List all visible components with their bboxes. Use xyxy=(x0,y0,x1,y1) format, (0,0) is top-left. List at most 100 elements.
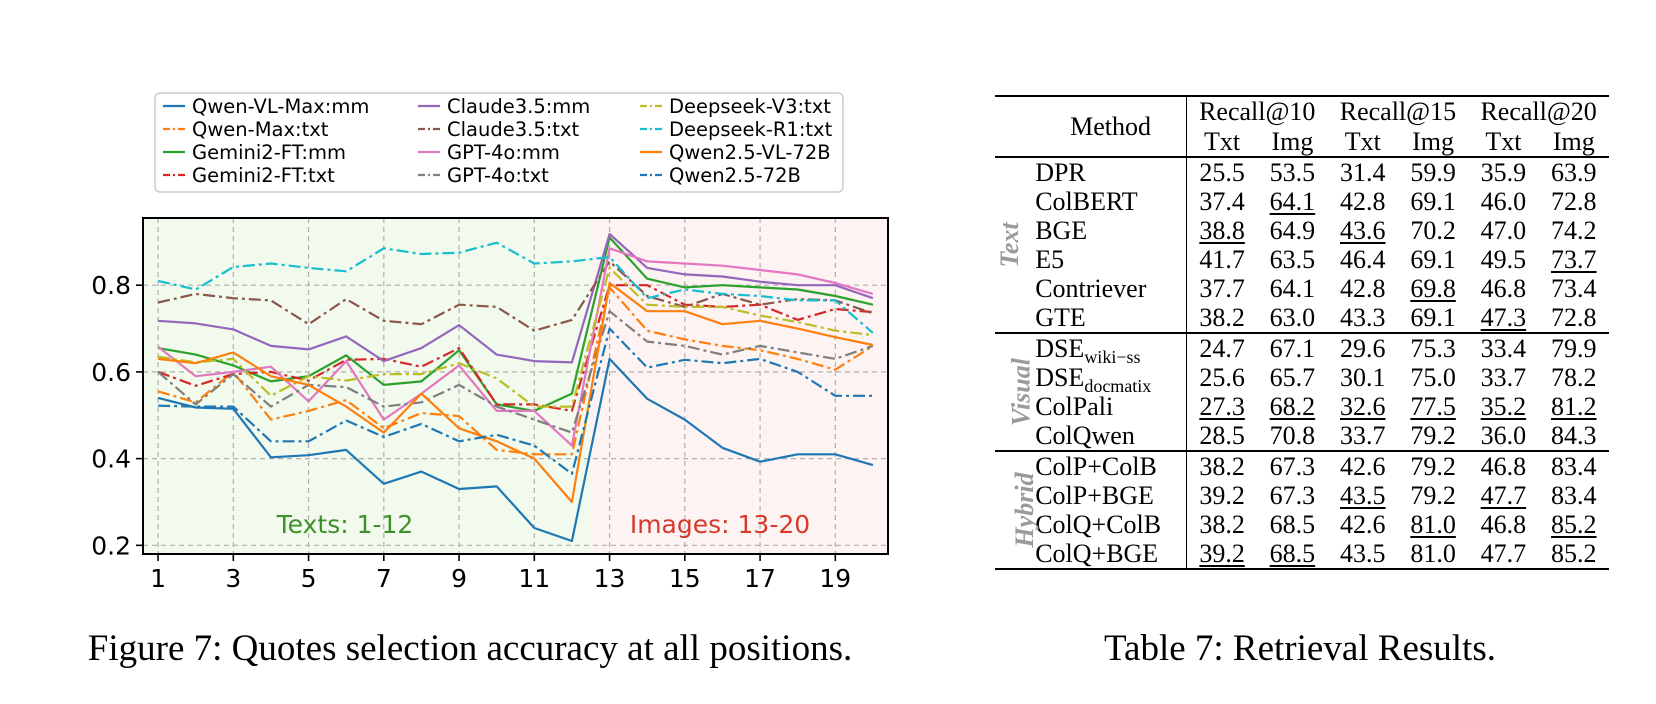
series-line xyxy=(157,281,874,504)
y-tick-label: 0.4 xyxy=(91,445,131,474)
value-cell: 79.2 xyxy=(1410,452,1456,481)
value-cell: 74.2 xyxy=(1551,216,1597,245)
value-cell: 73.4 xyxy=(1551,274,1597,303)
method-name: DPR xyxy=(1035,157,1187,187)
value-cell: 64.9 xyxy=(1269,216,1316,245)
value-cell: 81.0 xyxy=(1410,539,1456,568)
y-tick-label: 0.2 xyxy=(91,531,131,560)
group-label: Text xyxy=(995,222,1025,268)
table-header: Method Recall@10 Recall@15 Recall@20 Txt… xyxy=(995,96,1609,157)
method-name: ColQ+ColB xyxy=(1035,510,1187,539)
method-name: ColQwen xyxy=(1035,421,1187,451)
value-cell: 46.8 xyxy=(1480,510,1527,539)
value-cell: 75.0 xyxy=(1410,363,1456,392)
x-tick-label: 7 xyxy=(376,564,392,593)
legend-entry: Qwen-VL-Max:mm xyxy=(192,95,369,118)
series-line xyxy=(157,310,874,434)
legend-entry: GPT-4o:txt xyxy=(447,164,549,187)
legend-entry: Gemini2-FT:txt xyxy=(192,164,335,187)
series-line xyxy=(158,232,874,364)
value-cell: 47.7 xyxy=(1480,481,1527,510)
header-recall-10: Recall@10 xyxy=(1199,97,1316,126)
value-cell: 46.8 xyxy=(1480,274,1527,303)
table-row: Text DPR 25.5 53.5 31.4 59.9 35.9 63.9 xyxy=(995,157,1609,268)
method-name: ColBERT xyxy=(1035,187,1187,216)
table-row: Visual DSEwiki−ss 24.7 67.1 29.6 75.3 33.4 79.9 xyxy=(995,333,1609,426)
table-row: ColP+BGE 39.2 67.3 43.5 79.2 47.7 83.4 xyxy=(995,481,1609,510)
value-cell: 68.2 xyxy=(1269,392,1316,421)
value-cell: 72.8 xyxy=(1551,187,1597,216)
header-sub-txt: Txt xyxy=(1485,127,1522,156)
table-row: ColPali 27.3 68.2 32.6 77.5 35.2 81.2 xyxy=(995,392,1609,421)
method-name: DSEwiki−ss xyxy=(1035,333,1187,366)
value-cell: 38.8 xyxy=(1199,216,1245,245)
value-cell: 65.7 xyxy=(1269,363,1316,392)
plot-frame xyxy=(142,217,889,555)
region-label: Texts: 1-12 xyxy=(276,510,414,539)
table-row: GTE 38.2 63.0 43.3 69.1 47.3 72.8 xyxy=(995,303,1609,333)
legend-entry: Deepseek-V3:txt xyxy=(669,95,831,118)
legend-entry: Qwen-Max:txt xyxy=(192,118,329,141)
table-row: DSEdocmatix 25.6 65.7 30.1 75.0 33.7 78.2 xyxy=(995,363,1609,395)
legend-entry: Qwen2.5-VL-72B xyxy=(669,141,831,164)
value-cell: 81.2 xyxy=(1551,392,1597,421)
value-cell: 42.8 xyxy=(1340,187,1386,216)
method-name: GTE xyxy=(1035,303,1187,333)
value-cell: 42.6 xyxy=(1340,510,1386,539)
x-tick-label: 15 xyxy=(669,564,701,593)
value-cell: 38.2 xyxy=(1199,303,1245,332)
value-cell: 81.0 xyxy=(1410,510,1456,539)
series-line xyxy=(158,327,873,475)
method-name: ColQ+BGE xyxy=(1035,539,1187,569)
value-cell: 46.4 xyxy=(1340,245,1386,274)
value-cell: 38.2 xyxy=(1199,510,1245,539)
legend-entry: Qwen2.5-72B xyxy=(669,164,801,187)
header-sub-img: Img xyxy=(1552,127,1595,156)
value-cell: 68.5 xyxy=(1269,539,1316,568)
legend-entry: Claude3.5:txt xyxy=(447,118,579,141)
header-method: Method xyxy=(1035,96,1187,157)
value-cell: 68.5 xyxy=(1269,510,1316,539)
value-cell: 33.7 xyxy=(1340,421,1386,450)
series-line xyxy=(157,357,874,543)
series-line xyxy=(157,286,874,456)
value-cell: 46.8 xyxy=(1480,452,1527,481)
table-row: ColBERT 37.4 64.1 42.8 69.1 46.0 72.8 xyxy=(995,187,1609,216)
value-cell: 35.9 xyxy=(1480,158,1527,187)
value-cell: 27.3 xyxy=(1199,392,1245,421)
table-row: ColQwen 28.5 70.8 33.7 79.2 36.0 84.3 xyxy=(995,421,1609,451)
method-name: E5 xyxy=(1035,245,1187,274)
value-cell: 42.6 xyxy=(1340,452,1386,481)
value-cell: 29.6 xyxy=(1340,334,1386,363)
retrieval-results-table: Method Recall@10 Recall@15 Recall@20 Txt… xyxy=(995,95,1609,570)
value-cell: 79.2 xyxy=(1410,481,1456,510)
value-cell: 69.1 xyxy=(1410,245,1456,274)
value-cell: 75.3 xyxy=(1410,334,1456,363)
x-tick-label: 17 xyxy=(744,564,776,593)
legend-entry: Deepseek-R1:txt xyxy=(669,118,833,141)
value-cell: 43.5 xyxy=(1340,481,1386,510)
value-cell: 43.5 xyxy=(1340,539,1386,568)
value-cell: 70.2 xyxy=(1410,216,1456,245)
x-tick-label: 3 xyxy=(225,564,241,593)
value-cell: 70.8 xyxy=(1269,421,1316,450)
value-cell: 31.4 xyxy=(1340,158,1386,187)
series-line xyxy=(157,266,874,408)
header-recall-15: Recall@15 xyxy=(1339,97,1457,126)
header-sub-txt: Txt xyxy=(1344,127,1381,156)
value-cell: 85.2 xyxy=(1551,510,1597,539)
method-subscript: docmatix xyxy=(1084,376,1152,397)
x-tick-label: 13 xyxy=(594,564,626,593)
table-row: E5 41.7 63.5 46.4 69.1 49.5 73.7 xyxy=(995,245,1609,274)
value-cell: 63.9 xyxy=(1551,158,1597,187)
x-tick-label: 19 xyxy=(819,564,851,593)
value-cell: 25.5 xyxy=(1199,158,1245,187)
legend-entry: GPT-4o:mm xyxy=(447,141,560,164)
y-tick-label: 0.6 xyxy=(91,358,131,387)
value-cell: 83.4 xyxy=(1551,481,1597,510)
table-caption: Table 7: Retrieval Results. xyxy=(1104,628,1496,669)
value-cell: 39.2 xyxy=(1199,539,1245,568)
value-cell: 78.2 xyxy=(1551,363,1597,392)
value-cell: 43.6 xyxy=(1340,216,1386,245)
value-cell: 63.0 xyxy=(1269,303,1316,332)
